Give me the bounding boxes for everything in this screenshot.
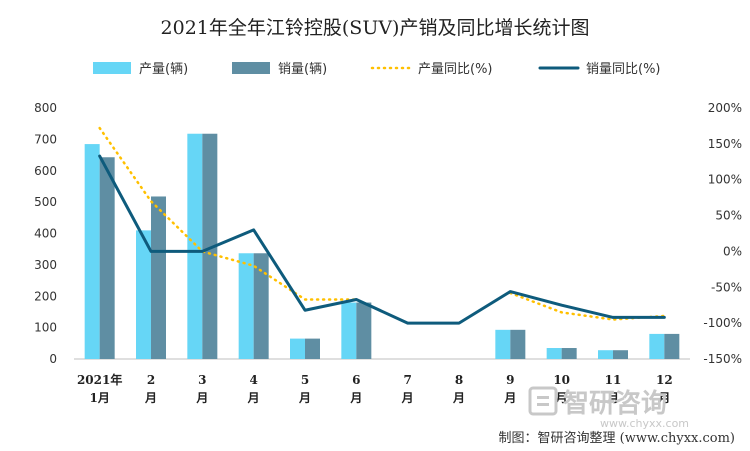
bar-sales-2 xyxy=(151,196,166,359)
x-tick-9-line2: 月 xyxy=(555,391,568,405)
x-tick-3: 4 xyxy=(249,373,257,387)
y-right-tick-7: -150% xyxy=(703,352,742,366)
bar-production-9 xyxy=(495,329,511,359)
x-tick-11: 12 xyxy=(656,373,673,387)
y-left-tick-3: 300 xyxy=(34,258,57,272)
bar-production-12 xyxy=(649,333,665,359)
y-right-tick-2: 100% xyxy=(708,173,742,187)
legend-production-swatch xyxy=(93,62,131,74)
x-tick-5-line2: 月 xyxy=(349,391,362,405)
y-left-tick-7: 700 xyxy=(34,132,57,146)
line-sales-yoy-0 xyxy=(98,154,666,325)
bar-production-3 xyxy=(187,133,203,359)
legend-production-label: 产量(辆) xyxy=(139,62,188,77)
x-tick-10: 11 xyxy=(605,373,622,387)
bar-production-5 xyxy=(290,338,305,359)
watermark-url: www.chyxx.com xyxy=(600,417,689,430)
y-left-tick-2: 200 xyxy=(34,289,57,303)
x-tick-5: 6 xyxy=(352,373,360,387)
y-right-tick-0: 200% xyxy=(708,101,742,115)
y-right-tick-6: -100% xyxy=(703,316,742,330)
line-production-yoy-0 xyxy=(98,126,358,301)
bar-sales-3 xyxy=(202,133,218,359)
bar-production-6 xyxy=(341,302,357,359)
bar-sales-1 xyxy=(99,157,115,359)
x-tick-0: 2021年 xyxy=(77,372,122,387)
x-tick-2: 3 xyxy=(198,373,206,387)
x-tick-11-line2: 月 xyxy=(657,391,670,405)
x-tick-4-line2: 月 xyxy=(298,391,311,405)
x-tick-7-line2: 月 xyxy=(452,391,465,405)
x-tick-9: 10 xyxy=(553,373,570,387)
source-credit: 制图：智研咨询整理 (www.chyxx.com) xyxy=(499,431,735,446)
x-tick-8: 9 xyxy=(506,373,514,387)
bar-production-1 xyxy=(84,144,100,359)
x-tick-7: 8 xyxy=(455,373,463,387)
legend: 产量(辆) 销量(辆) 产量同比(%) 销量同比(%) xyxy=(93,62,661,77)
watermark-brand: 智研咨询 xyxy=(563,388,667,419)
bar-sales-5 xyxy=(305,338,320,359)
y-left-tick-6: 600 xyxy=(34,164,57,178)
legend-production-yoy-label: 产量同比(%) xyxy=(418,62,493,77)
y-right-tick-5: -50% xyxy=(711,280,742,294)
bar-sales-12 xyxy=(664,333,680,359)
x-tick-1-line2: 月 xyxy=(144,391,157,405)
bar-production-11 xyxy=(598,350,613,359)
watermark: 智研咨询 www.chyxx.com xyxy=(528,386,689,430)
bar-sales-6 xyxy=(356,302,372,359)
y-right-tick-4: 0% xyxy=(723,244,742,258)
bar-production-10 xyxy=(546,348,562,359)
y-left-tick-0: 0 xyxy=(49,352,57,366)
legend-sales-label: 销量(辆) xyxy=(278,62,327,77)
bar-production-2 xyxy=(136,230,151,359)
x-tick-4: 5 xyxy=(301,373,309,387)
bar-production-4 xyxy=(238,253,254,359)
y-left-tick-8: 800 xyxy=(34,101,57,115)
bar-sales-10 xyxy=(561,348,577,359)
bar-sales-9 xyxy=(510,329,526,359)
x-tick-10-line2: 月 xyxy=(606,391,619,405)
watermark-logo-icon xyxy=(528,386,558,416)
y-right-tick-1: 150% xyxy=(708,137,742,151)
legend-sales-yoy-label: 销量同比(%) xyxy=(586,62,661,77)
y-left-tick-4: 400 xyxy=(34,227,57,241)
y-left-tick-1: 100 xyxy=(34,321,57,335)
x-tick-6: 7 xyxy=(403,373,411,387)
x-tick-1: 2 xyxy=(147,373,155,387)
x-tick-3-line2: 月 xyxy=(247,391,260,405)
x-tick-8-line2: 月 xyxy=(503,391,516,405)
chart-title: 2021年全年江铃控股(SUV)产销及同比增长统计图 xyxy=(161,17,590,39)
bar-sales-11 xyxy=(613,350,628,359)
bar-sales-4 xyxy=(253,253,269,359)
y-left-tick-5: 500 xyxy=(34,195,57,209)
legend-sales-swatch xyxy=(232,62,270,74)
x-tick-6-line2: 月 xyxy=(401,391,414,405)
x-tick-0-line2: 1月 xyxy=(89,391,109,405)
y-right-tick-3: 50% xyxy=(715,209,742,223)
x-tick-2-line2: 月 xyxy=(195,391,208,405)
